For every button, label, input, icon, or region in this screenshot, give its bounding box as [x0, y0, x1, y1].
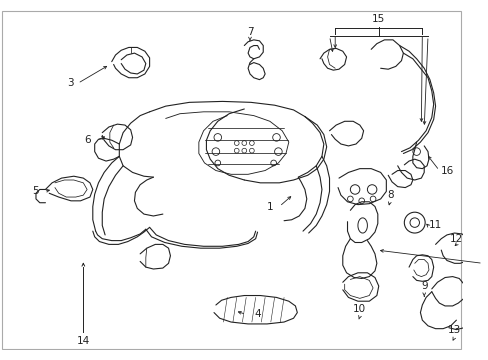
Text: 11: 11: [428, 220, 441, 230]
Text: 9: 9: [420, 281, 427, 291]
Text: 4: 4: [254, 310, 260, 319]
Text: 10: 10: [352, 304, 366, 314]
Text: 14: 14: [77, 336, 90, 346]
Text: 16: 16: [439, 166, 453, 176]
Text: 15: 15: [371, 14, 385, 24]
Text: 6: 6: [83, 135, 90, 145]
Text: 7: 7: [246, 27, 253, 37]
Text: 13: 13: [447, 325, 460, 334]
Text: 1: 1: [266, 202, 273, 212]
Text: 3: 3: [67, 78, 73, 89]
Text: 5: 5: [33, 186, 39, 196]
Text: 8: 8: [386, 190, 393, 200]
Text: 12: 12: [449, 234, 462, 244]
